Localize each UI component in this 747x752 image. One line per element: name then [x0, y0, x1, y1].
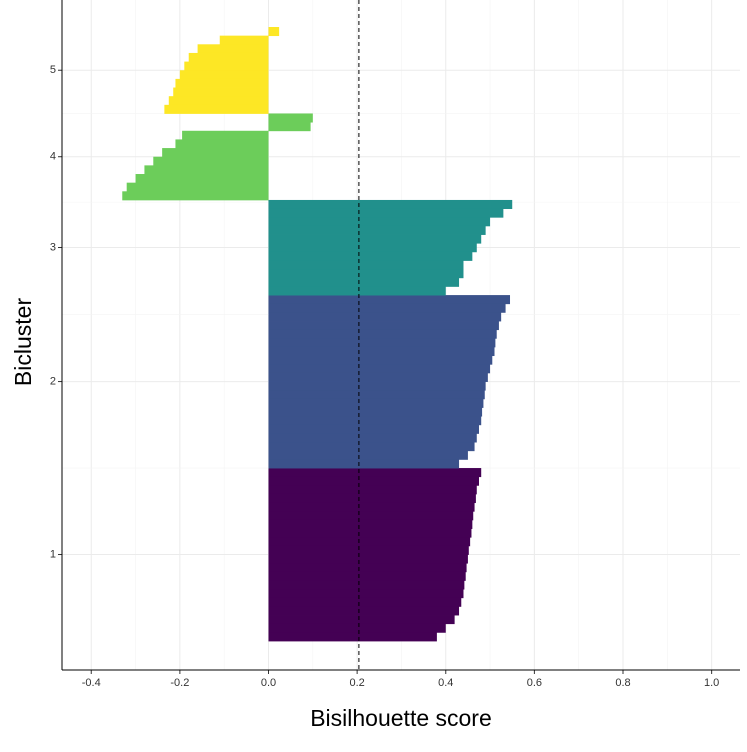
- bar: [173, 87, 269, 97]
- bar: [268, 225, 486, 235]
- bar: [126, 182, 269, 192]
- bar: [268, 277, 460, 287]
- y-tick-label: 3: [50, 241, 56, 253]
- bar: [268, 623, 446, 633]
- bar: [268, 407, 483, 417]
- bar: [268, 243, 477, 253]
- bar: [268, 390, 485, 400]
- bar: [268, 329, 497, 339]
- x-axis-label: Bisilhouette score: [310, 705, 492, 731]
- bar: [268, 113, 313, 123]
- bar: [268, 269, 464, 279]
- bar: [268, 321, 499, 331]
- bar: [268, 468, 482, 478]
- bar: [268, 589, 464, 599]
- bar: [268, 234, 482, 244]
- bar: [168, 96, 269, 106]
- x-tick-label: 0.4: [438, 677, 453, 689]
- bar: [268, 554, 468, 564]
- bar: [135, 174, 269, 184]
- x-tick-label: 0.2: [349, 677, 364, 689]
- x-tick-label: -0.4: [82, 677, 101, 689]
- bar: [268, 476, 479, 486]
- bar: [268, 346, 495, 357]
- bar: [268, 416, 482, 426]
- bar: [268, 606, 460, 616]
- bar: [153, 156, 269, 166]
- bar: [268, 615, 455, 625]
- y-tick-label: 1: [50, 548, 56, 560]
- bar: [175, 78, 269, 88]
- bar: [268, 424, 479, 434]
- bar: [268, 493, 476, 504]
- bar: [175, 139, 269, 149]
- x-tick-label: 0.8: [615, 677, 630, 689]
- bar: [179, 70, 269, 80]
- y-tick-label: 2: [50, 375, 56, 387]
- bar: [268, 251, 473, 261]
- bar: [268, 338, 496, 348]
- bar: [268, 433, 477, 443]
- bar: [268, 312, 502, 322]
- bar: [268, 580, 465, 590]
- bar: [268, 364, 491, 374]
- bar: [268, 597, 462, 607]
- bar: [268, 459, 460, 469]
- bar: [268, 27, 280, 37]
- bar: [268, 199, 513, 210]
- bar: [268, 381, 486, 391]
- bar: [268, 295, 511, 305]
- bar: [122, 191, 269, 201]
- bar: [268, 217, 491, 227]
- bar: [268, 528, 472, 538]
- x-tick-label: -0.2: [170, 677, 189, 689]
- bar: [268, 260, 464, 270]
- bar: [268, 563, 467, 573]
- bar: [268, 355, 493, 365]
- bar: [268, 632, 437, 642]
- bar: [268, 286, 446, 296]
- bar: [268, 537, 471, 547]
- bar: [268, 519, 473, 529]
- bar: [162, 148, 269, 158]
- y-tick-label: 5: [50, 64, 56, 76]
- x-tick-label: 1.0: [704, 677, 719, 689]
- bar: [268, 450, 468, 460]
- bar: [164, 104, 269, 114]
- bar: [268, 571, 466, 581]
- bar: [268, 485, 477, 495]
- bar: [268, 545, 469, 555]
- bar: [182, 130, 269, 140]
- bar: [268, 502, 475, 512]
- bar: [268, 122, 311, 132]
- y-axis-label: Bicluster: [10, 298, 36, 387]
- bar: [268, 442, 475, 452]
- bar: [219, 35, 269, 45]
- bar: [184, 61, 269, 71]
- y-tick-label: 4: [50, 151, 56, 163]
- x-tick-label: 0.6: [527, 677, 542, 689]
- bar: [268, 372, 488, 382]
- bar: [268, 208, 504, 218]
- bar: [197, 44, 269, 54]
- x-tick-label: 0.0: [261, 677, 276, 689]
- bar: [188, 52, 269, 62]
- bar: [268, 398, 484, 408]
- bar: [268, 511, 474, 521]
- bar: [144, 165, 269, 175]
- bar: [268, 303, 506, 313]
